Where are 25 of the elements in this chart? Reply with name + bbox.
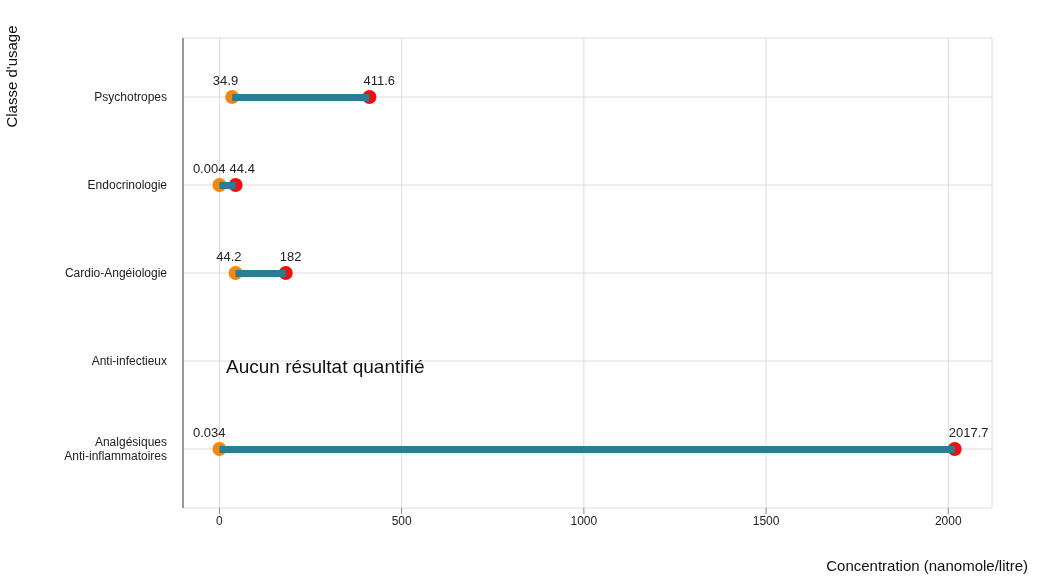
data-label: 44.4 (229, 161, 255, 176)
data-label: 34.9 (212, 73, 239, 88)
y-tick-label: Endocrinologie (87, 178, 168, 192)
y-axis-title: Classe d'usage (2, 25, 20, 128)
x-tick-label: 1500 (752, 513, 780, 528)
y-tick-label: Cardio-Angéiologie (64, 266, 168, 280)
x-tick-label: 1000 (570, 513, 598, 528)
data-label: 2017.7 (948, 425, 989, 440)
x-tick-label: 500 (391, 513, 412, 528)
x-tick-label: 2000 (934, 513, 962, 528)
x-tick-label: 0 (216, 513, 224, 528)
bar (232, 94, 370, 101)
annotation: Aucun résultat quantifié (226, 356, 425, 378)
y-tick-label: Psychotropes (94, 90, 167, 104)
data-label: 44.2 (216, 249, 242, 264)
y-tick-label: Analgésiques Anti-inflammatoires (64, 435, 167, 463)
bar (219, 446, 955, 453)
data-label: 0.004 (192, 161, 226, 176)
data-label: 411.6 (363, 73, 396, 88)
x-axis-title: Concentration (nanomole/litre) (826, 557, 1028, 574)
bar (219, 182, 236, 189)
data-label: 0.034 (192, 425, 226, 440)
data-label: 182 (279, 249, 302, 264)
y-tick-label: Anti-infectieux (91, 354, 167, 368)
bar (235, 270, 286, 277)
